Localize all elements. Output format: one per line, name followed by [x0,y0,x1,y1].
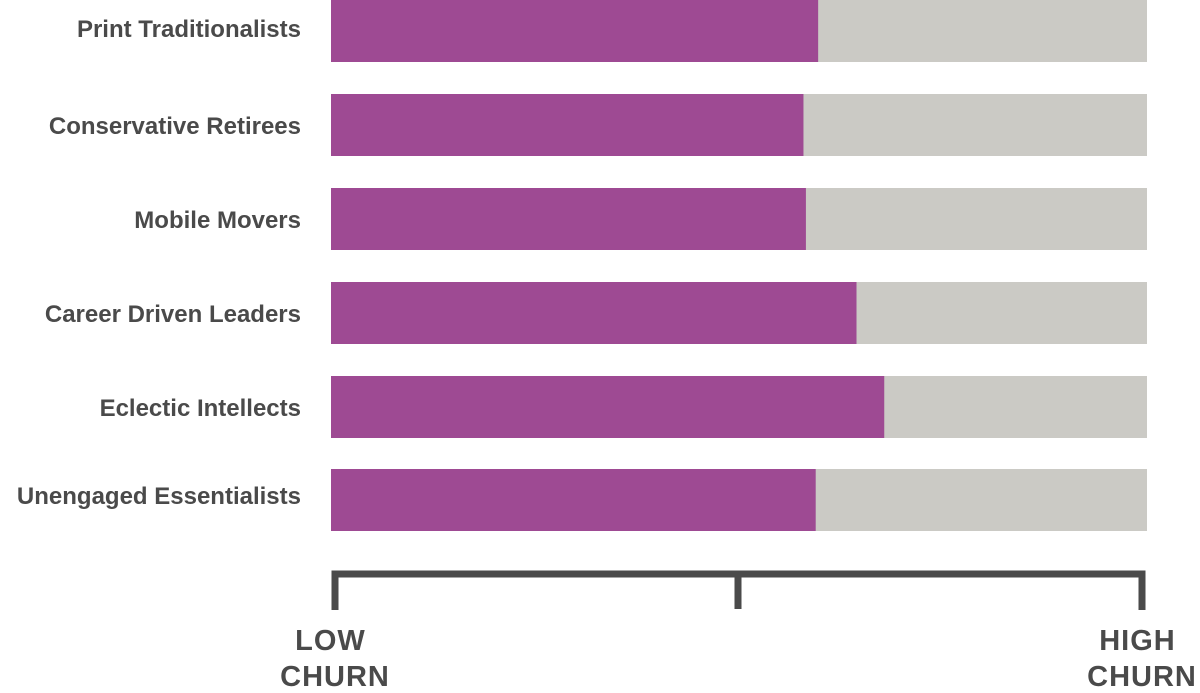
bar-row: Mobile Movers [134,188,1147,250]
bar [331,469,816,531]
category-label: Career Driven Leaders [45,301,301,328]
axis-high-label: HIGH CHURN [1087,625,1197,693]
axis-high-line-1: HIGH [1099,625,1176,657]
bar [331,0,819,62]
bar-row: Eclectic Intellects [100,376,1147,438]
bar-row: Career Driven Leaders [45,282,1147,344]
bar-row: Conservative Retirees [49,94,1147,156]
axis-bracket [331,570,1146,610]
category-label: Print Traditionalists [77,16,301,43]
axis-low-label: LOW CHURN [280,625,390,693]
bar [331,282,857,344]
churn-axis: LOW CHURN HIGH CHURN [280,570,1197,693]
bar [331,376,885,438]
axis-low-line-2: CHURN [280,661,390,693]
bar-row: Print Traditionalists [77,0,1147,62]
category-label: Eclectic Intellects [100,395,301,422]
axis-low-line-1: LOW [295,625,366,657]
bars-group: Print Traditionalists Conservative Retire… [17,0,1147,531]
bar [331,94,804,156]
axis-high-line-2: CHURN [1087,661,1197,693]
category-label: Mobile Movers [134,207,301,234]
bar-row: Unengaged Essentialists [17,469,1147,531]
category-label: Unengaged Essentialists [17,483,301,510]
category-label: Conservative Retirees [49,113,301,140]
bar [331,188,806,250]
